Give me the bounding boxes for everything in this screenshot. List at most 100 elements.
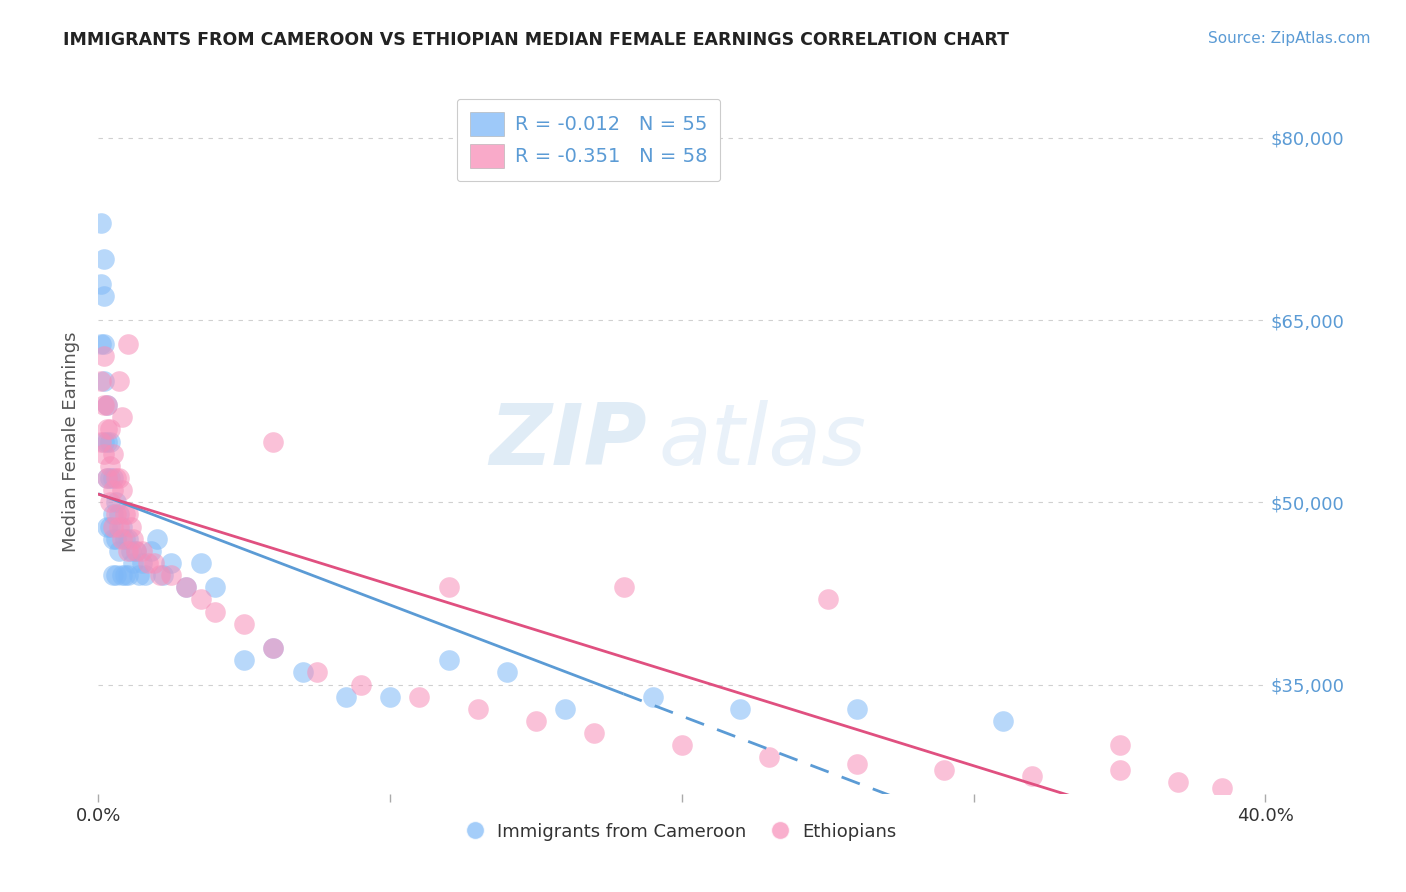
Point <box>101 483 124 497</box>
Point <box>108 519 131 533</box>
Point <box>671 739 693 753</box>
Point <box>846 756 869 771</box>
Point <box>111 519 134 533</box>
Point <box>233 653 256 667</box>
Point <box>134 568 156 582</box>
Point <box>104 508 127 522</box>
Point <box>117 544 139 558</box>
Point <box>114 532 136 546</box>
Point <box>120 544 142 558</box>
Y-axis label: Median Female Earnings: Median Female Earnings <box>62 331 80 552</box>
Point <box>96 519 118 533</box>
Point <box>101 568 124 582</box>
Point <box>111 568 134 582</box>
Point <box>437 653 460 667</box>
Point <box>93 434 115 449</box>
Point <box>307 665 329 680</box>
Point <box>125 544 148 558</box>
Point <box>204 605 226 619</box>
Point <box>380 690 402 704</box>
Point <box>101 519 124 533</box>
Point <box>98 434 121 449</box>
Point <box>108 544 131 558</box>
Point <box>160 556 183 570</box>
Point <box>101 471 124 485</box>
Point <box>101 447 124 461</box>
Point <box>846 702 869 716</box>
Point <box>90 277 112 291</box>
Point <box>160 568 183 582</box>
Point <box>190 556 212 570</box>
Point <box>1211 780 1233 795</box>
Point <box>131 556 153 570</box>
Point <box>262 641 284 656</box>
Point <box>101 532 124 546</box>
Point <box>174 580 197 594</box>
Point <box>93 350 115 364</box>
Text: Source: ZipAtlas.com: Source: ZipAtlas.com <box>1208 31 1371 46</box>
Point <box>108 471 131 485</box>
Point <box>114 568 136 582</box>
Legend: Immigrants from Cameroon, Ethiopians: Immigrants from Cameroon, Ethiopians <box>461 815 903 848</box>
Point <box>90 337 112 351</box>
Point <box>149 568 172 582</box>
Point <box>233 616 256 631</box>
Point <box>262 434 284 449</box>
Point <box>98 495 121 509</box>
Point <box>108 374 131 388</box>
Point <box>96 422 118 436</box>
Point <box>146 532 169 546</box>
Point <box>104 532 127 546</box>
Point <box>101 508 124 522</box>
Point <box>104 495 127 509</box>
Point <box>96 471 118 485</box>
Point <box>174 580 197 594</box>
Point <box>496 665 519 680</box>
Point <box>96 398 118 412</box>
Point <box>93 374 115 388</box>
Point <box>117 532 139 546</box>
Point <box>1108 763 1130 777</box>
Point <box>117 337 139 351</box>
Point <box>128 568 150 582</box>
Point <box>120 519 142 533</box>
Point <box>93 252 115 267</box>
Point <box>98 519 121 533</box>
Point <box>131 544 153 558</box>
Point <box>408 690 430 704</box>
Point <box>122 532 145 546</box>
Point <box>612 580 634 594</box>
Point <box>524 714 547 728</box>
Point <box>104 568 127 582</box>
Point <box>554 702 576 716</box>
Point <box>98 458 121 473</box>
Point <box>142 556 165 570</box>
Point <box>122 556 145 570</box>
Point <box>93 447 115 461</box>
Point <box>467 702 489 716</box>
Point <box>111 483 134 497</box>
Point <box>114 508 136 522</box>
Point <box>90 216 112 230</box>
Point <box>98 471 121 485</box>
Point <box>117 568 139 582</box>
Point <box>335 690 357 704</box>
Point <box>583 726 606 740</box>
Point <box>111 532 134 546</box>
Point <box>262 641 284 656</box>
Point <box>1108 739 1130 753</box>
Point <box>139 544 162 558</box>
Point <box>96 471 118 485</box>
Point <box>934 763 956 777</box>
Text: IMMIGRANTS FROM CAMEROON VS ETHIOPIAN MEDIAN FEMALE EARNINGS CORRELATION CHART: IMMIGRANTS FROM CAMEROON VS ETHIOPIAN ME… <box>63 31 1010 49</box>
Point <box>350 677 373 691</box>
Point <box>125 544 148 558</box>
Point <box>104 471 127 485</box>
Point <box>117 508 139 522</box>
Point <box>96 398 118 412</box>
Point <box>90 374 112 388</box>
Point <box>152 568 174 582</box>
Point <box>96 434 118 449</box>
Point <box>204 580 226 594</box>
Point <box>90 434 112 449</box>
